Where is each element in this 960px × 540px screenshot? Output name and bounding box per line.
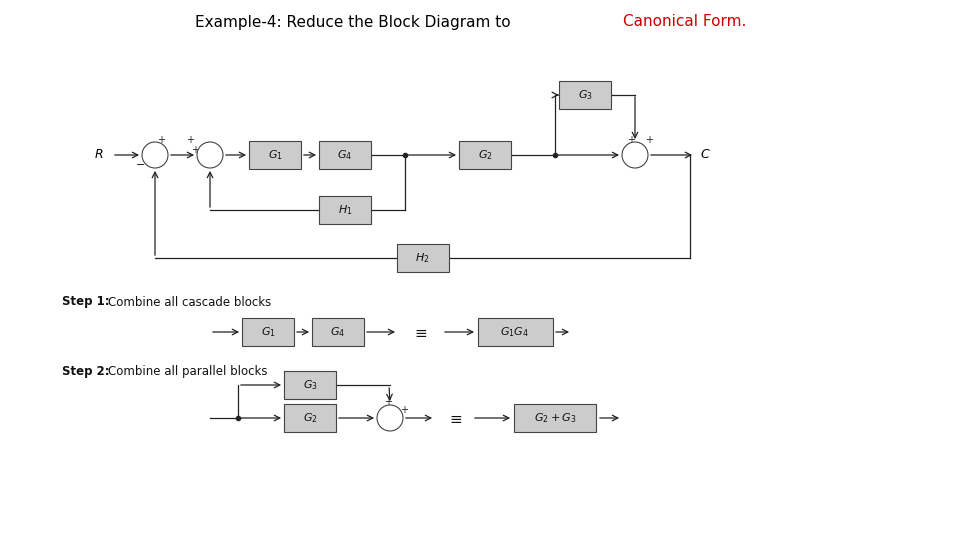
Text: $\equiv$: $\equiv$: [447, 410, 463, 426]
Text: $G_4$: $G_4$: [330, 325, 346, 339]
Text: $G_4$: $G_4$: [337, 148, 352, 162]
FancyBboxPatch shape: [242, 318, 294, 346]
Text: +: +: [627, 135, 635, 145]
Circle shape: [377, 405, 403, 431]
Text: $G_2 + G_3$: $G_2 + G_3$: [534, 411, 576, 425]
Text: Combine all parallel blocks: Combine all parallel blocks: [108, 366, 268, 379]
Text: $G_1$: $G_1$: [260, 325, 276, 339]
FancyBboxPatch shape: [477, 318, 553, 346]
FancyBboxPatch shape: [284, 371, 336, 399]
Text: $G_1G_4$: $G_1G_4$: [500, 325, 530, 339]
Text: $\equiv$: $\equiv$: [412, 325, 428, 340]
Text: $H_2$: $H_2$: [416, 251, 430, 265]
FancyBboxPatch shape: [514, 404, 596, 432]
Circle shape: [197, 142, 223, 168]
Text: $G_3$: $G_3$: [302, 378, 318, 392]
FancyBboxPatch shape: [559, 81, 611, 109]
FancyBboxPatch shape: [319, 141, 371, 169]
Text: +: +: [400, 405, 408, 415]
Text: Step 2:: Step 2:: [62, 366, 118, 379]
Text: +: +: [186, 135, 194, 145]
Text: $C$: $C$: [700, 148, 710, 161]
Text: $G_2$: $G_2$: [478, 148, 492, 162]
Text: +: +: [157, 135, 165, 145]
Text: $G_2$: $G_2$: [302, 411, 318, 425]
Circle shape: [142, 142, 168, 168]
FancyBboxPatch shape: [459, 141, 511, 169]
Text: $H_1$: $H_1$: [338, 203, 352, 217]
Text: +: +: [645, 135, 653, 145]
FancyBboxPatch shape: [319, 196, 371, 224]
FancyBboxPatch shape: [249, 141, 301, 169]
Text: $-$: $-$: [135, 158, 145, 168]
Text: +: +: [191, 145, 199, 155]
Text: +: +: [384, 397, 392, 407]
Text: $R$: $R$: [94, 148, 104, 161]
FancyBboxPatch shape: [284, 404, 336, 432]
FancyBboxPatch shape: [396, 244, 448, 272]
Text: Step 1:: Step 1:: [62, 295, 118, 308]
Text: $G_1$: $G_1$: [268, 148, 282, 162]
FancyBboxPatch shape: [312, 318, 364, 346]
Text: Combine all cascade blocks: Combine all cascade blocks: [108, 295, 272, 308]
Text: Canonical Form.: Canonical Form.: [623, 15, 746, 30]
Circle shape: [622, 142, 648, 168]
Text: Example-4: Reduce the Block Diagram to: Example-4: Reduce the Block Diagram to: [195, 15, 516, 30]
Text: $G_3$: $G_3$: [578, 88, 592, 102]
